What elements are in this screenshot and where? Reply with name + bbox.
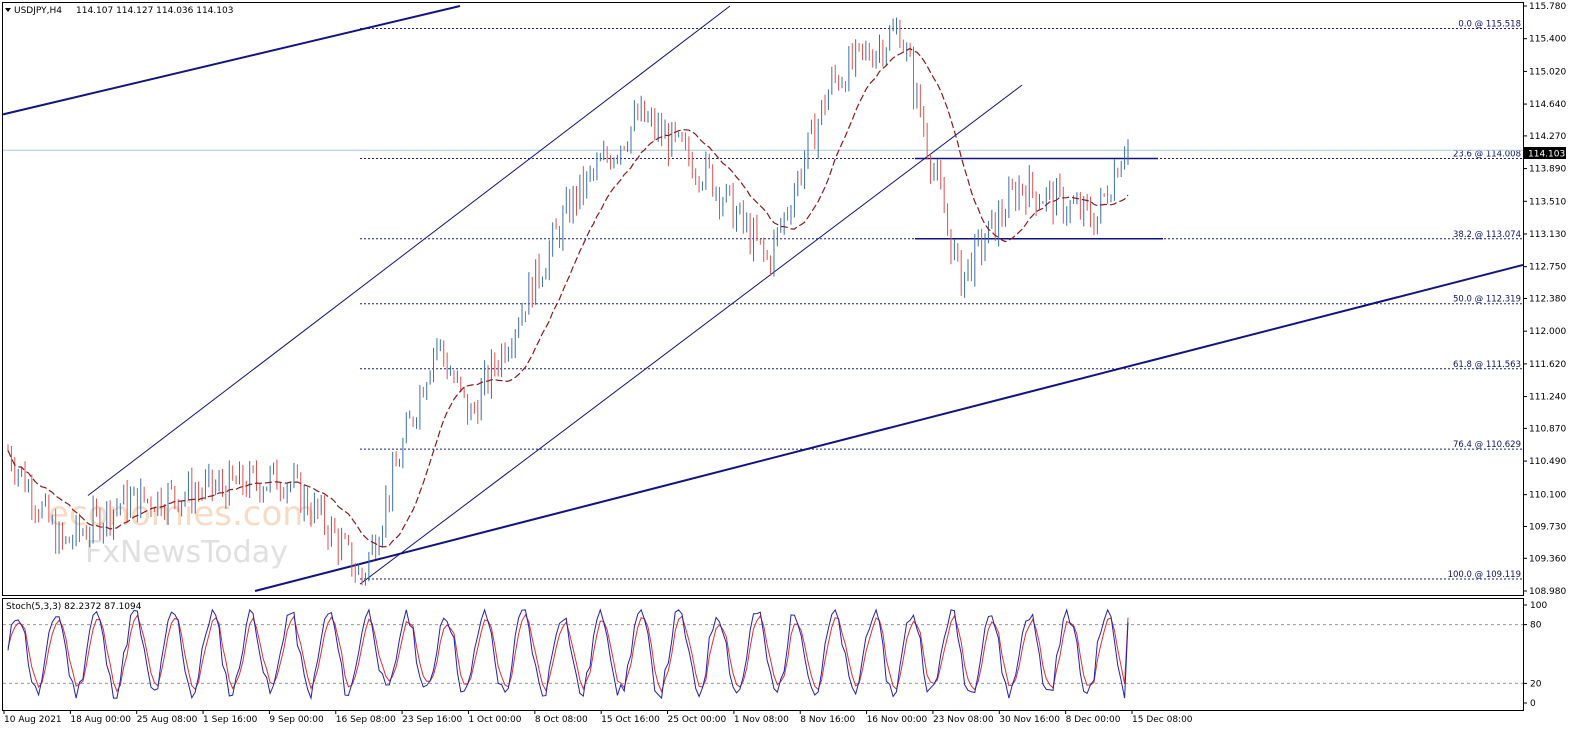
price-tick-label: 110.100 (1529, 491, 1566, 501)
current-price-tag (1524, 147, 1566, 159)
time-axis: 10 Aug 2021 18 Aug 00:00 25 Aug 08:00 1 Sep… (3, 710, 1193, 725)
stoch-main-line (7, 608, 1129, 701)
price-tick-label: 113.890 (1529, 165, 1566, 175)
time-tick-label: 30 Nov 16:00 (999, 715, 1060, 725)
current-price-label: 114.103 (1528, 150, 1565, 160)
moving-average (7, 47, 1129, 548)
stoch-panel-frame (2, 598, 1524, 711)
time-tick-label: 15 Dec 08:00 (1132, 715, 1193, 725)
time-tick-label: 1 Sep 16:00 (203, 715, 258, 725)
ma-line (7, 47, 1129, 548)
stoch-tick-label: 100 (1530, 601, 1547, 611)
lower-trend-line (254, 263, 1524, 592)
time-tick-label: 23 Sep 16:00 (402, 715, 462, 725)
time-tick-label: 1 Nov 08:00 (734, 715, 789, 725)
trend-lines (2, 5, 1524, 592)
fib-level-label: 50.0 @ 112.319 (1453, 295, 1521, 305)
time-tick-label: 1 Oct 00:00 (468, 715, 521, 725)
stoch-signal-line (7, 613, 1129, 694)
price-tick-label: 108.980 (1529, 587, 1566, 597)
price-tick-label: 115.020 (1529, 67, 1566, 77)
time-tick-label: 10 Aug 2021 (4, 715, 62, 725)
fib-level-label: 76.4 @ 110.629 (1453, 440, 1521, 450)
price-tick-label: 109.360 (1529, 554, 1566, 564)
stochastic-lines (7, 608, 1129, 701)
price-tick-label: 114.270 (1529, 132, 1566, 142)
price-axis: 115.780 115.400 115.020 114.640 114.270 113.8… (3, 2, 1566, 709)
price-tick-label: 114.640 (1529, 100, 1566, 110)
chart-ohlc: 114.107 114.127 114.036 114.103 (76, 6, 233, 16)
time-tick-label: 9 Sep 00:00 (269, 715, 324, 725)
price-tick-label: 115.400 (1529, 35, 1566, 45)
stoch-tick-label: 80 (1530, 621, 1542, 631)
channel-lower-line (359, 84, 1023, 585)
channel-upper-line (87, 5, 731, 496)
time-tick-label: 23 Nov 08:00 (933, 715, 994, 725)
fib-level-label: 100.0 @ 109.119 (1448, 570, 1521, 580)
time-tick-label: 8 Dec 00:00 (1066, 715, 1121, 725)
triangle-down-icon[interactable] (5, 8, 11, 12)
price-tick-label: 111.240 (1529, 393, 1566, 403)
price-tick-label: 112.750 (1529, 263, 1566, 273)
time-tick-label: 16 Nov 00:00 (867, 715, 928, 725)
candles (7, 17, 1129, 586)
time-tick-label: 25 Oct 00:00 (668, 715, 727, 725)
fib-levels: 0.0 @ 115.518 23.6 @ 114.008 38.2 @ 113.07… (3, 20, 1523, 580)
stoch-label: Stoch(5,3,3) 82.2372 87.1094 (6, 602, 142, 612)
price-tick-label: 110.490 (1529, 457, 1566, 467)
time-tick-label: 25 Aug 08:00 (137, 715, 198, 725)
price-tick-label: 115.780 (1529, 2, 1566, 12)
fib-level-label: 61.8 @ 111.563 (1453, 360, 1521, 370)
chart-symbol: USDJPY,H4 (14, 6, 62, 16)
price-tick-label: 109.730 (1529, 522, 1566, 532)
watermark-line2: FxNewsToday (85, 535, 288, 570)
stoch-tick-label: 20 (1530, 679, 1542, 689)
price-tick-label: 110.870 (1529, 424, 1566, 434)
price-tick-label: 111.620 (1529, 360, 1566, 370)
stoch-tick-label: 0 (1530, 699, 1536, 709)
time-tick-label: 16 Sep 08:00 (336, 715, 396, 725)
time-tick-label: 8 Nov 16:00 (800, 715, 855, 725)
fib-level-label: 0.0 @ 115.518 (1458, 20, 1521, 30)
price-tick-label: 112.000 (1529, 327, 1566, 337)
upper-trend-line (2, 5, 461, 116)
fib-level-label: 38.2 @ 113.074 (1453, 230, 1521, 240)
fib-level-label: 23.6 @ 114.008 (1453, 149, 1521, 159)
time-tick-label: 8 Oct 08:00 (535, 715, 588, 725)
price-tick-label: 113.130 (1529, 230, 1566, 240)
price-tick-label: 112.380 (1529, 295, 1566, 305)
price-tick-label: 113.510 (1529, 197, 1566, 207)
time-tick-label: 15 Oct 16:00 (601, 715, 660, 725)
time-tick-label: 18 Aug 00:00 (70, 715, 131, 725)
